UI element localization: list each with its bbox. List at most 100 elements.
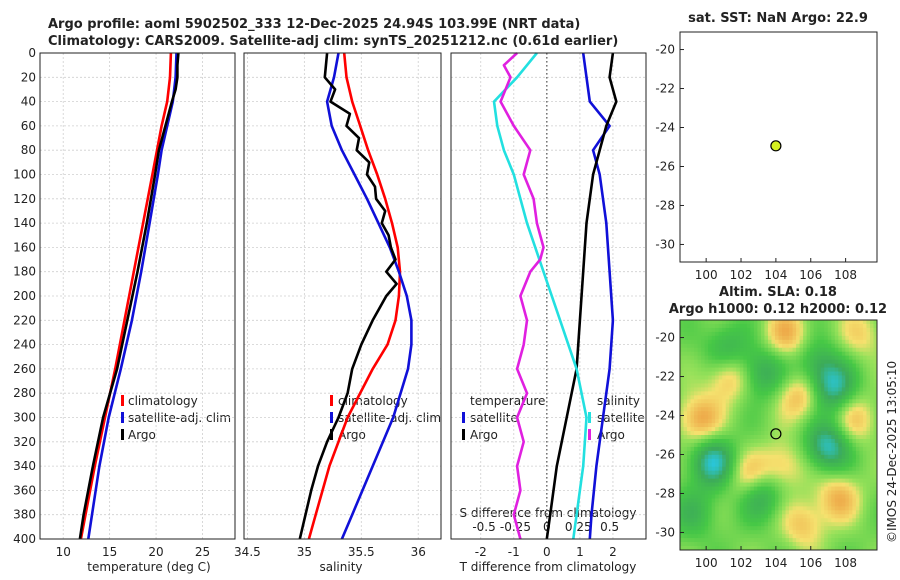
sla-cell bbox=[796, 387, 801, 392]
sla-cell bbox=[736, 391, 741, 396]
sla-cell bbox=[729, 514, 734, 519]
sla-cell bbox=[711, 431, 716, 436]
sla-cell bbox=[687, 411, 691, 416]
sla-cell bbox=[845, 454, 850, 460]
sla-cell bbox=[725, 494, 730, 499]
sla-cell bbox=[701, 490, 706, 495]
sla-cell bbox=[782, 395, 786, 400]
sla-cell bbox=[859, 506, 864, 511]
sla-cell bbox=[683, 347, 688, 353]
sla-cell bbox=[704, 355, 709, 361]
sla-cell bbox=[708, 458, 713, 464]
sla-cell bbox=[718, 466, 723, 472]
sla-cell bbox=[697, 450, 702, 456]
sla-cell bbox=[848, 530, 853, 535]
sla-cell bbox=[873, 347, 878, 353]
sla-cell bbox=[806, 466, 811, 472]
sla-cell bbox=[806, 474, 811, 480]
sla-cell bbox=[803, 387, 808, 392]
sla-cell bbox=[753, 458, 758, 464]
sla-cell bbox=[792, 470, 797, 476]
sla-cell bbox=[739, 399, 744, 404]
sla-cell bbox=[680, 395, 684, 400]
sla-cell bbox=[834, 347, 839, 353]
sla-cell bbox=[838, 514, 843, 519]
sla-cell bbox=[845, 474, 850, 480]
s-tick-label: 0.25 bbox=[565, 520, 592, 534]
sla-cell bbox=[799, 522, 804, 527]
sla-cell bbox=[852, 355, 857, 361]
sla-cell bbox=[743, 363, 748, 368]
sla-cell bbox=[746, 454, 751, 460]
sla-cell bbox=[687, 490, 691, 495]
sla-cell bbox=[767, 446, 772, 452]
sla-cell bbox=[718, 502, 723, 507]
sla-cell bbox=[736, 331, 741, 337]
sla-cell bbox=[810, 419, 815, 424]
sla-cell bbox=[778, 327, 783, 333]
sla-cell bbox=[862, 486, 867, 491]
sla-cell bbox=[725, 474, 730, 480]
sla-cell bbox=[729, 494, 734, 499]
sla-cell bbox=[722, 431, 727, 436]
sla-cell bbox=[806, 399, 811, 404]
sla-cell bbox=[718, 490, 723, 495]
sla-cell bbox=[841, 490, 846, 495]
sla-cell bbox=[722, 395, 727, 400]
sla-cell bbox=[715, 391, 720, 396]
sla-cell bbox=[711, 522, 716, 527]
sla-cell bbox=[767, 458, 772, 464]
sla-cell bbox=[732, 530, 737, 535]
sla-cell bbox=[722, 506, 727, 511]
sla-cell bbox=[764, 371, 769, 376]
sla-cell bbox=[792, 427, 797, 432]
sla-cell bbox=[855, 323, 860, 329]
sla-cell bbox=[767, 546, 772, 551]
sla-cell bbox=[820, 442, 825, 448]
y-tick-label: 60 bbox=[21, 119, 36, 133]
sla-cell bbox=[834, 351, 839, 357]
salinity-xlabel: salinity bbox=[319, 560, 362, 574]
sla-cell bbox=[813, 363, 818, 368]
sla-cell bbox=[855, 518, 860, 523]
sla-cell bbox=[813, 411, 818, 416]
sla-cell bbox=[785, 403, 790, 408]
sla-cell bbox=[729, 427, 734, 432]
sla-cell bbox=[771, 355, 776, 361]
sla-cell bbox=[859, 538, 864, 543]
sla-cell bbox=[711, 526, 716, 531]
sla-cell bbox=[697, 458, 702, 464]
sla-cell bbox=[824, 454, 829, 460]
sla-cell bbox=[841, 427, 846, 432]
sla-cell bbox=[862, 506, 867, 511]
sla-cell bbox=[683, 435, 688, 440]
sla-cell bbox=[827, 331, 832, 337]
sla-cell bbox=[813, 498, 818, 503]
sla-cell bbox=[862, 419, 867, 424]
sla-cell bbox=[778, 351, 783, 357]
sla-cell bbox=[715, 450, 720, 456]
sla-cell bbox=[771, 482, 776, 487]
sla-cell bbox=[704, 446, 709, 452]
sla-cell bbox=[803, 419, 808, 424]
sla-cell bbox=[855, 320, 860, 325]
sla-cell bbox=[774, 474, 779, 480]
sla-cell bbox=[841, 415, 846, 420]
sla-cell bbox=[739, 379, 744, 384]
sla-cell bbox=[753, 371, 758, 376]
sla-cell bbox=[739, 351, 744, 357]
sla-cell bbox=[736, 327, 741, 333]
sla-cell bbox=[817, 506, 822, 511]
sla-cell bbox=[753, 339, 758, 345]
sla-cell bbox=[873, 431, 878, 436]
sla-cell bbox=[862, 383, 867, 388]
sla-cell bbox=[866, 534, 871, 539]
sla-cell bbox=[782, 411, 786, 416]
sla-cell bbox=[683, 462, 688, 468]
sla-cell bbox=[799, 526, 804, 531]
sla-cell bbox=[859, 371, 864, 376]
panel-differences: -2 -1 0 1 2-0.5 -0.25 0 0.25 0.5 bbox=[450, 52, 647, 559]
sla-cell bbox=[732, 355, 737, 361]
sla-cell bbox=[806, 510, 811, 515]
sla-cell bbox=[796, 534, 801, 539]
